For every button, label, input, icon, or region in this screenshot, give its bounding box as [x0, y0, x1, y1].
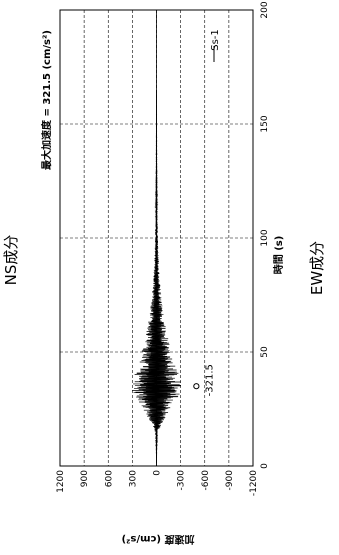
peak-marker [193, 383, 200, 390]
legend-label: Ss-1 [210, 29, 221, 51]
x-tick-label: 200 [260, 1, 270, 18]
y-tick-label: 300 [128, 470, 138, 487]
y-axis-label: 加速度 (cm/s²) [122, 533, 196, 546]
legend: Ss-1 [210, 29, 221, 62]
x-tick-label: 150 [260, 115, 270, 132]
grid [60, 10, 253, 466]
x-tick-label: 50 [260, 346, 270, 358]
peak-label: -321.5 [204, 364, 215, 396]
x-tick-label: 100 [260, 229, 270, 246]
left-section-title: NS成分 [2, 235, 20, 286]
y-tick-label: -900 [225, 470, 235, 491]
series-line [132, 89, 181, 466]
y-tick-labels: 1200 900 600 300 0 -300 -600 -900 -1200 [56, 470, 259, 496]
waveform-series [132, 10, 181, 466]
right-section-title: EW成分 [308, 241, 326, 295]
y-tick-label: -600 [201, 470, 211, 491]
y-tick-label: -300 [177, 470, 187, 491]
x-tick-labels: 0 50 100 150 200 [260, 1, 270, 469]
y-tick-label: -1200 [249, 470, 259, 496]
y-tick-label: 0 [153, 470, 163, 476]
y-tick-label: 900 [80, 470, 90, 487]
x-axis-label: 時間 (s) [272, 236, 285, 275]
x-tick-label: 0 [260, 463, 270, 469]
y-tick-label: 600 [104, 470, 114, 487]
peak-annotation: -321.5 [193, 364, 215, 396]
y-tick-label: 1200 [56, 470, 66, 493]
chart-title: 最大加速度 = 321.5 (cm/s²) [40, 30, 53, 170]
